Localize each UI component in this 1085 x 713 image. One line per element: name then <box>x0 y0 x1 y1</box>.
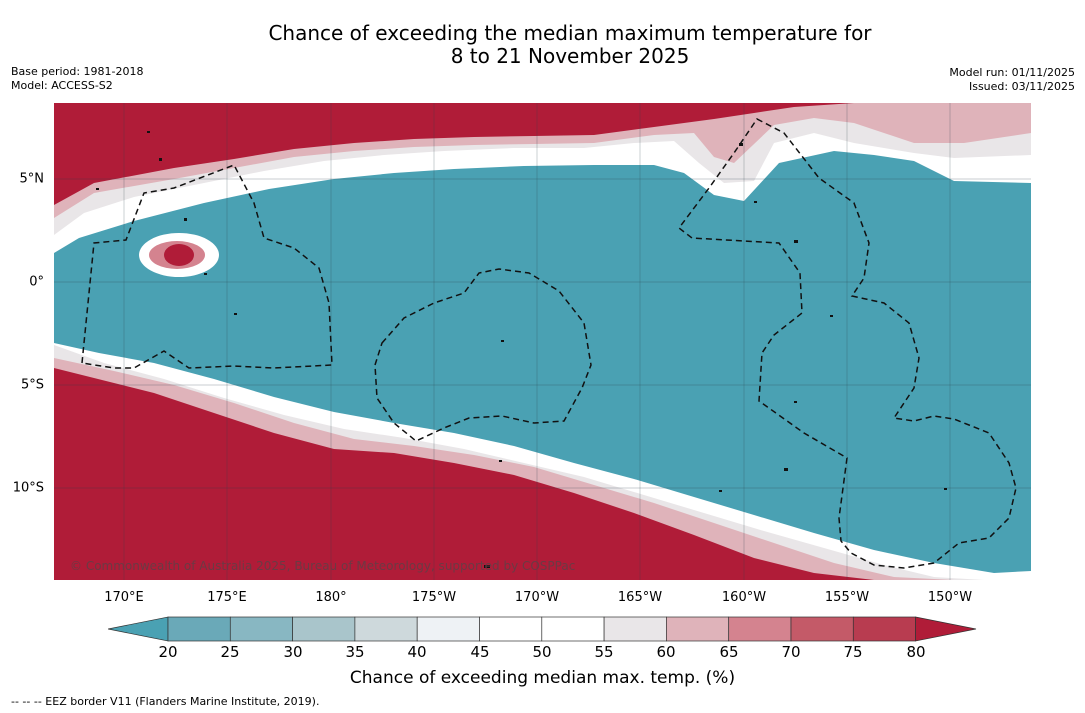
island-markers <box>96 131 947 568</box>
colorbar-left-arrow <box>108 616 169 642</box>
colorbar-tick-25: 25 <box>220 643 240 661</box>
cool-region <box>54 151 1031 573</box>
lon-label-180: 180° <box>315 590 347 605</box>
lon-label-150w: 150°W <box>927 590 973 605</box>
meta-left: Base period: 1981-2018 Model: ACCESS-S2 <box>11 65 143 93</box>
colorbar-tick-45: 45 <box>470 643 490 661</box>
base-period: Base period: 1981-2018 <box>11 65 144 78</box>
colorbar-tick-30: 30 <box>283 643 303 661</box>
colorbar-bin-40-45 <box>416 616 480 642</box>
lat-label-5n: 5°N <box>19 171 45 187</box>
colorbar-bin-60-65 <box>666 616 730 642</box>
colorbar-tick-70: 70 <box>781 643 801 661</box>
meta-right: Model run: 01/11/2025 Issued: 03/11/2025 <box>949 66 1075 94</box>
lon-label-170e: 170°E <box>104 590 144 605</box>
title-line-2: 8 to 21 November 2025 <box>450 44 690 68</box>
colorbar-tick-35: 35 <box>345 643 365 661</box>
lon-label-175w: 175°W <box>411 590 457 605</box>
eez-legend: -- -- -- EEZ border V11 (Flanders Marine… <box>11 695 320 708</box>
lon-label-175e: 175°E <box>207 590 247 605</box>
colorbar-bin-70-75 <box>790 616 854 642</box>
title-line-1: Chance of exceeding the median maximum t… <box>268 21 872 45</box>
colorbar-tick-75: 75 <box>843 643 863 661</box>
colorbar-title: Chance of exceeding median max. temp. (%… <box>349 668 736 688</box>
colorbar-tick-55: 55 <box>594 643 614 661</box>
colorbar-tick-20: 20 <box>158 643 178 661</box>
colorbar-bin-45-50 <box>479 616 543 642</box>
issued-date: Issued: 03/11/2025 <box>968 80 1075 93</box>
model-run: Model run: 01/11/2025 <box>949 66 1075 79</box>
lon-label-170w: 170°W <box>514 590 560 605</box>
chart-title: Chance of exceeding the median maximum t… <box>220 22 920 68</box>
colorbar-tick-40: 40 <box>407 643 427 661</box>
lat-label-0: 0° <box>29 274 44 290</box>
colorbar-bin-75-80 <box>852 616 916 642</box>
lon-label-155w: 155°W <box>824 590 870 605</box>
graticule <box>54 103 1031 580</box>
model-name: Model: ACCESS-S2 <box>11 79 113 92</box>
colorbar-tick-50: 50 <box>532 643 552 661</box>
colorbar-bin-65-70 <box>728 616 792 642</box>
colorbar-tick-60: 60 <box>656 643 676 661</box>
lat-label-5s: 5°S <box>20 377 44 393</box>
hot-spot <box>139 233 219 277</box>
lat-label-10s: 10°S <box>12 480 44 496</box>
colorbar-bin-35-40 <box>354 616 418 642</box>
colorbar-bin-25-30 <box>229 616 293 642</box>
eez-borders <box>81 118 1017 569</box>
colorbar-tick-65: 65 <box>719 643 739 661</box>
colorbar-right-arrow <box>915 616 977 642</box>
colorbar-tick-80: 80 <box>906 643 926 661</box>
colorbar-bin-30-35 <box>292 616 356 642</box>
forecast-map: © Commonwealth of Australia 2025, Bureau… <box>54 103 1031 580</box>
lon-label-165w: 165°W <box>617 590 663 605</box>
colorbar <box>108 616 977 642</box>
colorbar-bin-50-55 <box>541 616 605 642</box>
lon-label-160w: 160°W <box>721 590 767 605</box>
colorbar-bin-20-25 <box>167 616 231 642</box>
copyright-notice: © Commonwealth of Australia 2025, Bureau… <box>70 559 575 573</box>
colorbar-bin-55-60 <box>603 616 667 642</box>
